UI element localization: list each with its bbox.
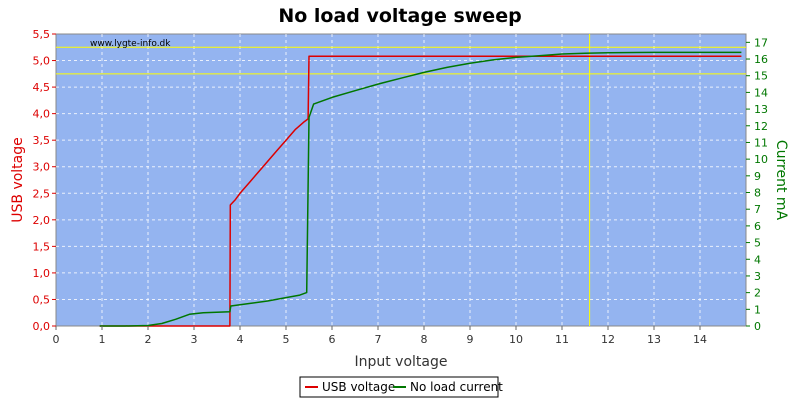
legend-label-usb-voltage: USB voltage [322,380,395,394]
y-tick-label: 2,5 [33,187,51,200]
y2-tick-label: 13 [754,103,768,116]
y-axis-left: 0,0 0,5 1,0 1,5 2,0 2,5 3,0 3,5 4,0 4,5 5,0 5,5 [33,28,56,333]
y-tick-label: 0,0 [33,320,51,333]
x-tick-label: 1 [99,333,106,346]
x-axis-title: Input voltage [354,354,447,370]
y2-tick-label: 15 [754,70,768,83]
y2-tick-label: 9 [754,170,761,183]
legend-label-no-load-current: No load current [410,380,503,394]
x-tick-label: 4 [237,333,244,346]
x-tick-label: 3 [191,333,198,346]
y2-tick-label: 5 [754,237,761,250]
y-axis-title: USB voltage [10,137,26,223]
y-tick-label: 1,5 [33,240,51,253]
x-tick-label: 9 [467,333,474,346]
grid-lines [56,34,746,326]
x-tick-label: 5 [283,333,290,346]
y-tick-label: 3,5 [33,134,51,147]
y2-tick-label: 3 [754,270,761,283]
x-tick-label: 6 [329,333,336,346]
y2-axis-title: Current mA [773,140,789,221]
y2-tick-label: 8 [754,187,761,200]
legend: USB voltage No load current [299,376,503,398]
x-tick-label: 12 [601,333,615,346]
y-tick-label: 3,0 [33,161,51,174]
y2-tick-label: 12 [754,120,768,133]
reference-lines [56,34,746,326]
plot-area [55,33,747,327]
x-tick-label: 7 [375,333,382,346]
y-tick-label: 0,5 [33,293,51,306]
series-line-no-load-current [99,51,742,327]
y2-tick-label: 16 [754,53,768,66]
x-axis: 0 1 2 3 4 5 6 7 8 9 10 11 12 13 14 [53,326,707,346]
series-lines [99,51,742,327]
y2-tick-label: 11 [754,136,768,149]
x-tick-label: 14 [693,333,707,346]
x-tick-label: 11 [555,333,569,346]
y2-tick-label: 14 [754,86,768,99]
y2-tick-label: 7 [754,203,761,216]
y2-tick-label: 2 [754,287,761,300]
y2-tick-label: 10 [754,153,768,166]
y-tick-label: 4,5 [33,81,51,94]
x-tick-label: 8 [421,333,428,346]
y2-tick-label: 6 [754,220,761,233]
y2-tick-label: 17 [754,36,768,49]
y-tick-label: 5,5 [33,28,51,41]
y-tick-label: 2,0 [33,214,51,227]
y2-tick-label: 0 [754,320,761,333]
y2-tick-label: 4 [754,253,761,266]
y-tick-label: 4,0 [33,108,51,121]
series-line-usb-voltage [99,55,742,327]
x-tick-label: 0 [53,333,60,346]
y-tick-label: 5,0 [33,55,51,68]
y2-tick-label: 1 [754,303,761,316]
watermark: www.lygte-info.dk [90,39,171,49]
chart-title: No load voltage sweep [278,5,521,27]
x-tick-label: 10 [509,333,523,346]
x-tick-label: 13 [647,333,661,346]
y-tick-label: 1,0 [33,267,51,280]
x-tick-label: 2 [145,333,152,346]
